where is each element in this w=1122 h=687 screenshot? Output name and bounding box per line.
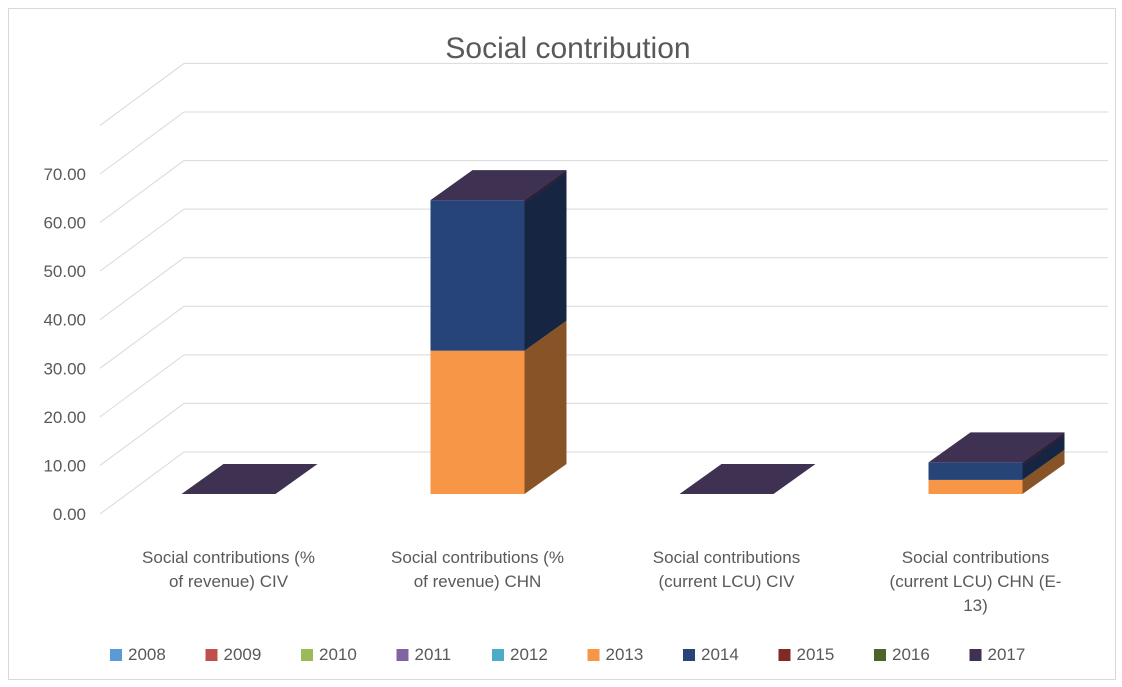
gridline-depth — [99, 354, 185, 418]
gridline-depth — [99, 451, 185, 515]
y-tick-label: 30.00 — [43, 359, 86, 378]
y-tick-label: 70.00 — [43, 165, 86, 184]
category-label: Social contributions (% — [142, 548, 315, 567]
legend-label: 2010 — [319, 645, 357, 664]
category-label: (current LCU) CHN (E- — [890, 572, 1062, 591]
category-label: Social contributions — [653, 548, 800, 567]
gridline-depth — [99, 208, 185, 272]
legend-swatch — [110, 649, 122, 661]
legend-swatch — [683, 649, 695, 661]
legend: 2008 2009 2010 2011 2012 2013 2014 2015 2016 2017 — [110, 645, 1025, 664]
legend-label: 2014 — [701, 645, 739, 664]
legend-label: 2012 — [510, 645, 548, 664]
bar-top-edge — [524, 170, 567, 205]
legend-swatch — [969, 649, 982, 661]
grid-layer — [99, 62, 1108, 515]
legend-swatch — [205, 649, 218, 661]
bar-segment — [928, 479, 1023, 494]
y-axis-ticks: 0.00 10.00 20.00 30.00 40.00 50.00 60.00 70.00 — [43, 165, 86, 524]
y-tick-label: 0.00 — [53, 505, 86, 524]
legend-swatch — [587, 649, 600, 661]
legend-label: 2015 — [797, 645, 835, 664]
y-tick-label: 10.00 — [43, 456, 86, 475]
legend-swatch — [301, 649, 313, 661]
gridline-depth — [99, 305, 185, 369]
legend-swatch — [874, 649, 886, 661]
bars-layer — [181, 170, 1065, 494]
bar-segment-side — [524, 320, 567, 494]
category-labels: Social contributions (% of revenue) CIV So… — [142, 548, 1061, 615]
legend-label: 2017 — [988, 645, 1026, 664]
y-tick-label: 50.00 — [43, 262, 86, 281]
bar-top-edge — [1022, 432, 1065, 467]
chart-frame — [8, 8, 1116, 680]
chart-title: Social contribution — [445, 32, 690, 65]
category-label: Social contributions (% — [391, 548, 564, 567]
bar-segment — [430, 350, 525, 494]
bar-top — [430, 170, 567, 201]
y-tick-label: 40.00 — [43, 311, 86, 330]
legend-swatch — [396, 649, 409, 661]
bar-segment — [430, 200, 525, 351]
gridline-depth — [99, 257, 185, 321]
gridline-depth — [99, 63, 185, 126]
legend-label: 2008 — [128, 645, 166, 664]
legend-label: 2011 — [415, 645, 452, 664]
bar-segment-side — [1022, 449, 1065, 494]
category-label: (current LCU) CIV — [658, 572, 795, 591]
category-label: 13) — [963, 596, 988, 615]
y-tick-label: 20.00 — [43, 408, 86, 427]
category-label: Social contributions — [902, 548, 1049, 567]
bar-top — [181, 464, 318, 494]
legend-label: 2013 — [606, 645, 644, 664]
legend-swatch — [778, 649, 791, 661]
gridline-depth — [99, 403, 185, 466]
bar-top — [928, 432, 1065, 463]
bar-segment-side — [524, 170, 567, 351]
y-tick-label: 60.00 — [43, 214, 86, 233]
gridline-depth — [99, 111, 185, 175]
legend-label: 2009 — [224, 645, 262, 664]
bar-segment-side — [1022, 432, 1065, 480]
legend-label: 2016 — [892, 645, 930, 664]
gridline-depth — [99, 160, 185, 223]
bar-segment — [928, 462, 1023, 480]
category-label: of revenue) CIV — [169, 572, 289, 591]
bar-top — [679, 464, 816, 494]
category-label: of revenue) CHN — [414, 572, 542, 591]
legend-swatch — [492, 649, 504, 661]
